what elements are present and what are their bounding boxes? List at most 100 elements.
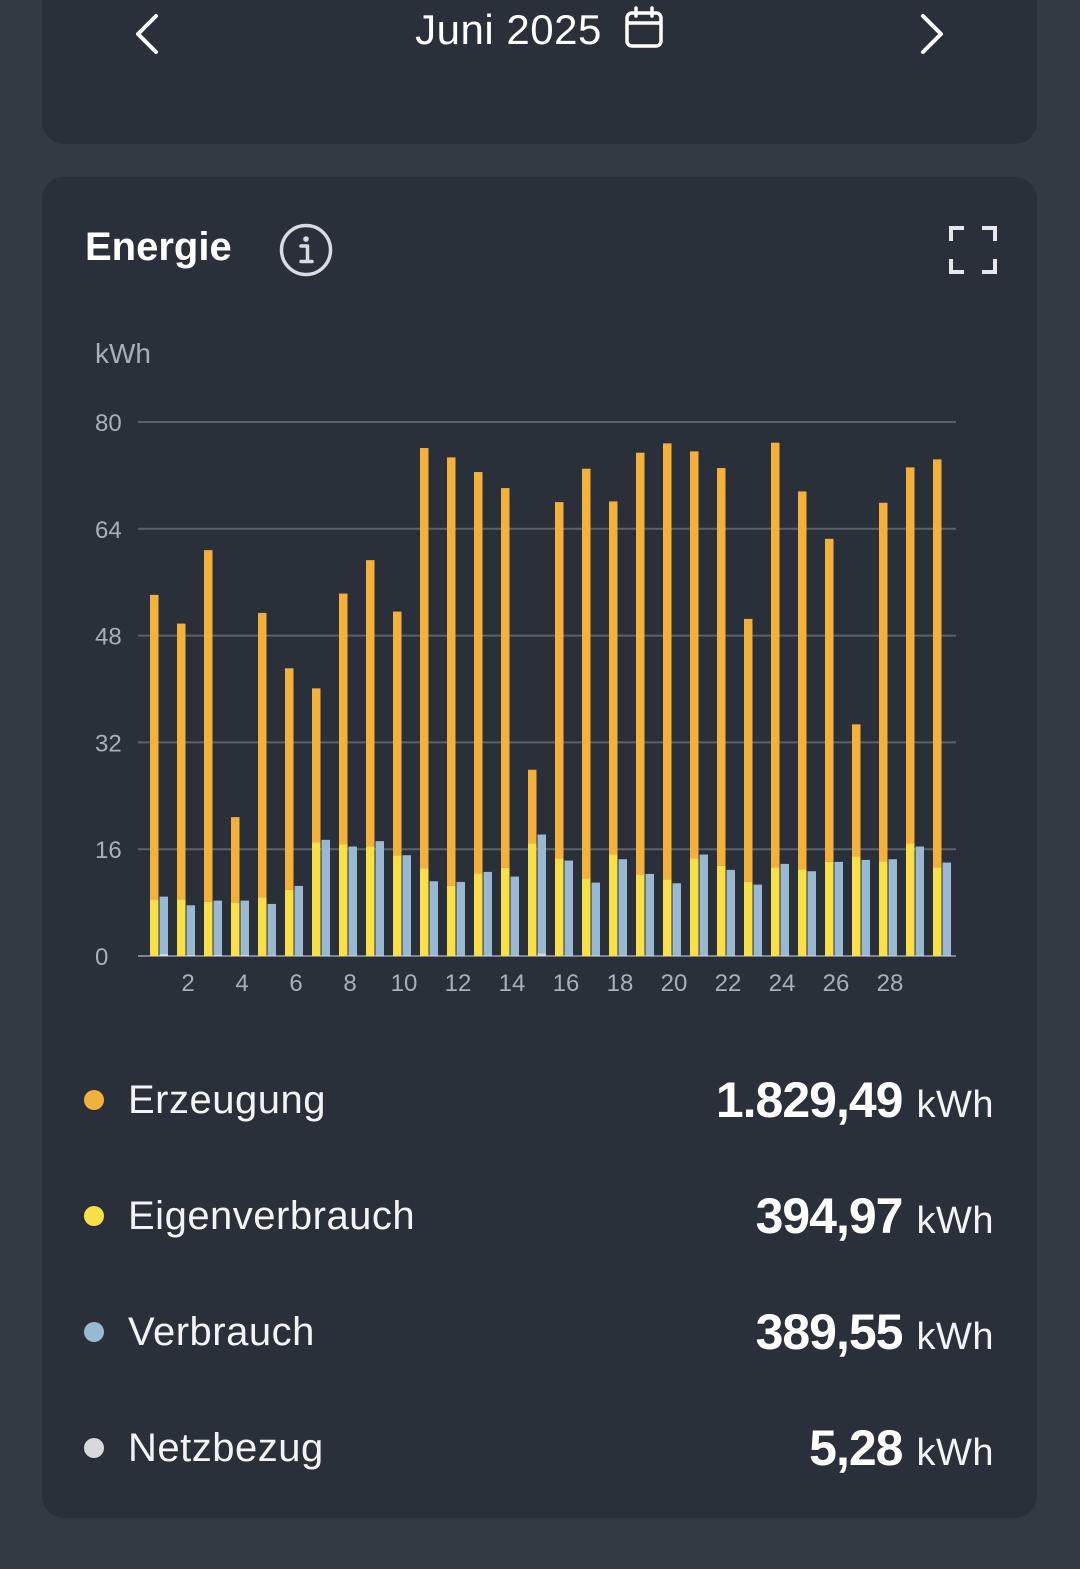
y-tick-label: 16 (95, 837, 122, 864)
bar-netzbezug (618, 955, 627, 956)
bar-netzbezug (726, 955, 735, 956)
info-icon[interactable] (278, 222, 334, 278)
bar-erzeugung (663, 443, 672, 880)
bar-eigenverbrauch (825, 861, 834, 956)
legend-row-erzeugung: Erzeugung 1.829,49 kWh (84, 1070, 994, 1130)
bar-verbrauch (348, 846, 357, 956)
bar-erzeugung (582, 468, 591, 879)
bar-erzeugung (852, 724, 861, 857)
bar-verbrauch (699, 854, 708, 956)
bar-netzbezug (591, 955, 600, 956)
bar-series (150, 442, 951, 956)
legend-unit: kWh (916, 1316, 994, 1358)
x-tick-label: 20 (661, 970, 688, 997)
bar-eigenverbrauch (555, 858, 564, 956)
bar-erzeugung (879, 502, 888, 862)
bar-verbrauch (213, 900, 222, 955)
x-tick-label: 18 (607, 970, 634, 997)
bar-eigenverbrauch (420, 868, 429, 956)
bar-erzeugung (744, 618, 753, 882)
y-tick-label: 80 (95, 410, 122, 437)
month-selector: Juni 2025 (42, 0, 1037, 144)
x-tick-label: 26 (823, 970, 850, 997)
bar-netzbezug (915, 955, 924, 956)
bar-erzeugung (150, 594, 159, 900)
bar-netzbezug (942, 955, 951, 956)
bar-verbrauch (429, 881, 438, 956)
legend-unit: kWh (916, 1200, 994, 1242)
bar-erzeugung (393, 611, 402, 856)
legend-label: Netzbezug (128, 1425, 324, 1470)
bar-eigenverbrauch (771, 867, 780, 956)
bar-eigenverbrauch (393, 855, 402, 956)
bar-verbrauch (537, 834, 546, 954)
month-picker[interactable]: Juni 2025 (42, 4, 1037, 53)
chevron-left-icon (136, 14, 158, 54)
bar-netzbezug (348, 955, 357, 956)
bar-verbrauch (915, 846, 924, 956)
bar-verbrauch (510, 876, 519, 956)
bar-verbrauch (834, 861, 843, 956)
bar-eigenverbrauch (663, 879, 672, 956)
bar-eigenverbrauch (609, 854, 618, 956)
bar-eigenverbrauch (906, 843, 915, 956)
bar-erzeugung (690, 451, 699, 859)
bar-netzbezug (186, 954, 195, 956)
bar-verbrauch (888, 859, 897, 956)
bar-eigenverbrauch (582, 878, 591, 956)
bar-erzeugung (420, 448, 429, 869)
calendar-icon (625, 6, 663, 48)
bar-verbrauch (807, 871, 816, 956)
bar-netzbezug (861, 955, 870, 956)
legend-unit: kWh (916, 1084, 994, 1126)
bar-eigenverbrauch (285, 889, 294, 956)
bar-erzeugung (609, 501, 618, 855)
bar-eigenverbrauch (798, 869, 807, 956)
bar-eigenverbrauch (366, 846, 375, 956)
bar-erzeugung (906, 467, 915, 844)
bar-eigenverbrauch (852, 856, 861, 956)
bar-erzeugung (501, 488, 510, 868)
bar-erzeugung (474, 472, 483, 874)
legend-value: 389,55 (755, 1304, 904, 1360)
card-title: Energie (85, 225, 232, 269)
previous-month-button[interactable] (117, 4, 177, 64)
legend-value-group: 389,55 kWh (756, 1303, 994, 1361)
bar-eigenverbrauch (177, 899, 186, 956)
next-month-button[interactable] (902, 4, 962, 64)
bar-netzbezug (321, 955, 330, 956)
bar-erzeugung (825, 538, 834, 862)
bar-erzeugung (258, 612, 267, 898)
bar-verbrauch (294, 885, 303, 956)
bar-verbrauch (483, 871, 492, 956)
fullscreen-icon[interactable] (948, 225, 998, 275)
bar-eigenverbrauch (717, 865, 726, 956)
bar-verbrauch (591, 882, 600, 956)
bar-erzeugung (798, 491, 807, 870)
bar-eigenverbrauch (312, 842, 321, 956)
bar-eigenverbrauch (501, 867, 510, 956)
bar-verbrauch (375, 841, 384, 956)
bar-netzbezug (402, 955, 411, 956)
y-tick-label: 48 (95, 624, 122, 651)
bar-eigenverbrauch (933, 867, 942, 956)
bar-erzeugung (339, 593, 348, 845)
legend-label: Eigenverbrauch (128, 1193, 416, 1238)
x-axis-ticks: 2 4 6 8 10 12 14 16 18 20 22 24 26 28 (181, 970, 903, 997)
bar-eigenverbrauch (150, 899, 159, 956)
legend-label: Verbrauch (128, 1309, 315, 1354)
bar-verbrauch (267, 903, 276, 956)
bar-erzeugung (636, 452, 645, 875)
bar-netzbezug (456, 955, 465, 956)
bar-erzeugung (447, 457, 456, 886)
bar-netzbezug (159, 953, 168, 956)
legend-value-group: 1.829,49 kWh (716, 1071, 994, 1129)
bar-erzeugung (285, 668, 294, 890)
legend-row-verbrauch: Verbrauch 389,55 kWh (84, 1302, 994, 1362)
bar-eigenverbrauch (474, 873, 483, 956)
legend-row-netzbezug: Netzbezug 5,28 kWh (84, 1418, 994, 1478)
bar-eigenverbrauch (636, 874, 645, 956)
legend-value: 394,97 (755, 1188, 904, 1244)
bar-netzbezug (888, 955, 897, 956)
